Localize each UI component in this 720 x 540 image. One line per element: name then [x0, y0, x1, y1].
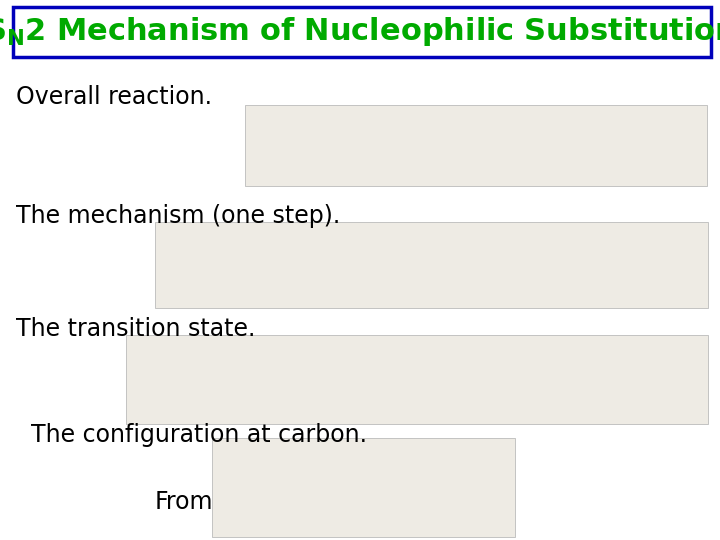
FancyBboxPatch shape	[245, 105, 707, 186]
Text: Overall reaction.: Overall reaction.	[16, 85, 212, 109]
Text: The transition state.: The transition state.	[16, 318, 255, 341]
FancyBboxPatch shape	[155, 222, 708, 308]
FancyBboxPatch shape	[13, 7, 711, 57]
FancyBboxPatch shape	[126, 335, 708, 424]
Text: The mechanism (one step).: The mechanism (one step).	[16, 204, 340, 228]
Text: From: From	[155, 490, 213, 514]
Text: $\mathbf{S_N}$$\mathbf{2\ Mechanism\ of\ Nucleophilic\ Substitution}$: $\mathbf{S_N}$$\mathbf{2\ Mechanism\ of\…	[0, 15, 720, 49]
Text: The configuration at carbon.: The configuration at carbon.	[16, 423, 366, 447]
FancyBboxPatch shape	[212, 438, 515, 537]
